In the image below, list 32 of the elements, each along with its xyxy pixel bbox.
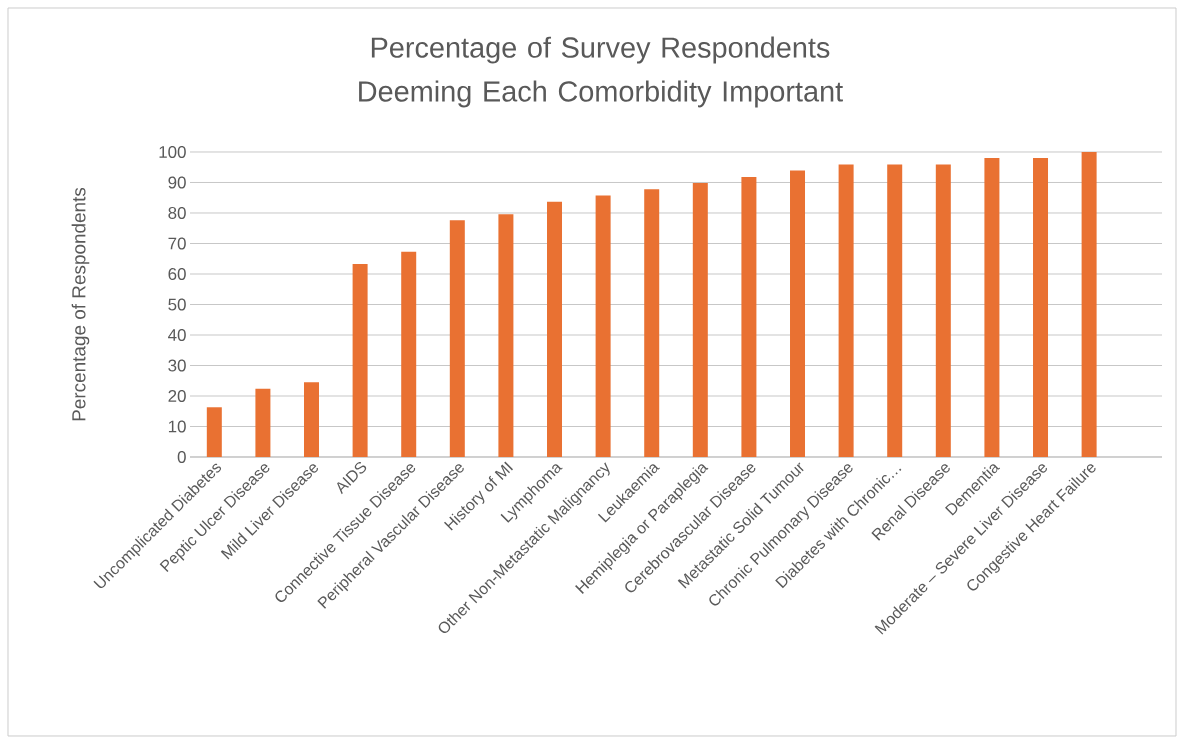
y-tick-label: 70	[168, 237, 186, 250]
bar	[935, 164, 951, 457]
y-tick-label: 100	[159, 145, 186, 158]
y-tick-label: 50	[168, 298, 186, 311]
bar	[304, 382, 320, 457]
bar	[887, 164, 903, 457]
bar	[206, 407, 222, 457]
bar	[692, 183, 708, 457]
bar	[401, 251, 417, 457]
y-tick-label: 0	[177, 450, 186, 463]
y-tick-label: 60	[168, 267, 186, 280]
bar	[984, 158, 1000, 457]
bar	[741, 176, 757, 457]
bar	[498, 214, 514, 457]
bar	[838, 164, 854, 457]
bar	[352, 263, 368, 457]
y-tick-label: 80	[168, 206, 186, 219]
bar	[644, 189, 660, 457]
chart-title: Percentage of Survey Respondents Deeming Each Comorbidity Important	[359, 36, 843, 108]
bar	[255, 388, 271, 457]
y-tick-label: 40	[168, 328, 186, 341]
bar	[449, 220, 465, 457]
y-tick-label: 10	[168, 420, 186, 433]
bar	[790, 170, 806, 457]
bar	[1033, 158, 1049, 457]
y-tick-label: 30	[168, 359, 186, 372]
bar	[595, 195, 611, 457]
y-axis-title: Percentage of Respondents	[71, 187, 90, 421]
y-tick-label: 90	[168, 176, 186, 189]
y-tick-label: 20	[168, 389, 186, 402]
bar	[547, 201, 563, 457]
bar	[1081, 151, 1097, 457]
